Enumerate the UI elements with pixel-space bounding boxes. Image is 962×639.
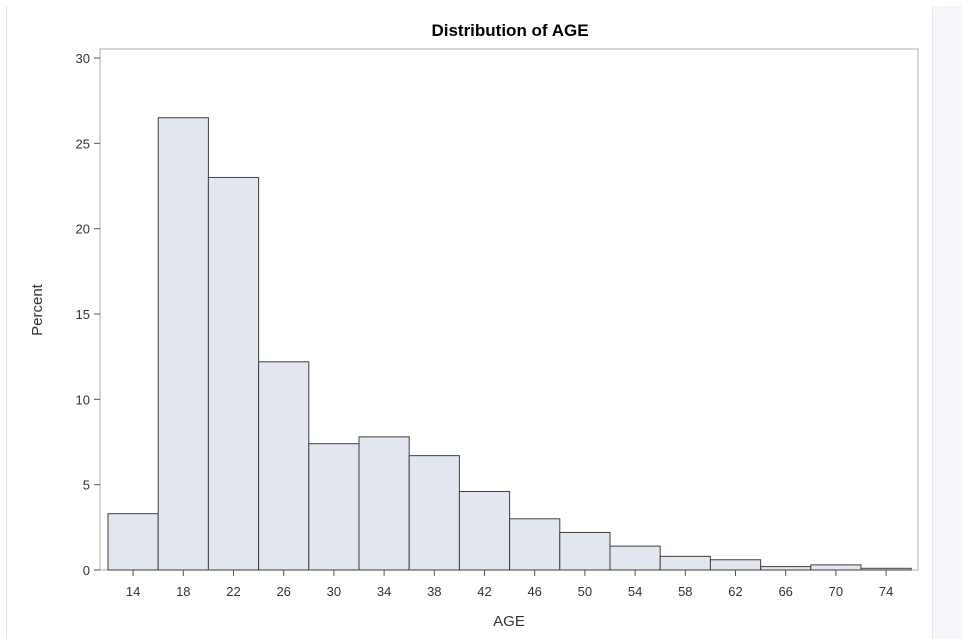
histogram-bar [810, 564, 862, 571]
chart-title: Distribution of AGE [431, 21, 588, 40]
x-tick-label: 50 [578, 584, 592, 599]
y-tick-label: 25 [76, 136, 90, 151]
x-tick-label: 54 [628, 584, 642, 599]
histogram-bar [458, 490, 511, 571]
histogram-bar [559, 531, 611, 571]
y-tick-label: 15 [76, 307, 90, 322]
histogram-bar [860, 567, 912, 571]
right-gutter-panel [932, 6, 962, 639]
histogram-bar [709, 559, 762, 571]
histogram-bar [308, 443, 360, 571]
histogram-bar [157, 117, 209, 571]
y-tick-label: 30 [76, 51, 90, 66]
x-tick-label: 58 [678, 584, 692, 599]
x-axis: 14 18 22 26 30 34 38 42 46 50 54 58 62 66 70 74 [126, 570, 893, 599]
histogram-bar [258, 361, 310, 571]
x-tick-label: 22 [226, 584, 240, 599]
left-border-rule [6, 6, 7, 639]
x-tick-label: 46 [527, 584, 541, 599]
histogram-bar [408, 455, 460, 571]
histogram-bar [509, 518, 561, 571]
bars-group [107, 117, 912, 571]
x-tick-label: 18 [176, 584, 190, 599]
y-tick-label: 20 [76, 222, 90, 237]
histogram-bar [760, 566, 812, 571]
x-tick-label: 38 [427, 584, 441, 599]
x-tick-label: 34 [377, 584, 391, 599]
x-tick-label: 62 [728, 584, 742, 599]
x-tick-label: 26 [276, 584, 290, 599]
histogram-bar [107, 513, 159, 571]
y-axis-label: Percent [29, 283, 46, 336]
y-axis: 0 5 10 15 20 25 30 [76, 51, 100, 578]
x-tick-label: 74 [879, 584, 893, 599]
y-tick-label: 10 [76, 392, 90, 407]
histogram-bar [609, 545, 661, 571]
x-tick-label: 42 [477, 584, 491, 599]
x-tick-label: 14 [126, 584, 140, 599]
x-tick-label: 30 [327, 584, 341, 599]
x-tick-label: 70 [829, 584, 843, 599]
histogram-bar [207, 176, 260, 571]
y-tick-label: 5 [83, 478, 90, 493]
x-tick-label: 66 [778, 584, 792, 599]
histogram-bar [659, 555, 711, 571]
histogram-bar [358, 436, 410, 571]
x-axis-label: AGE [493, 613, 525, 630]
y-tick-label: 0 [83, 563, 90, 578]
